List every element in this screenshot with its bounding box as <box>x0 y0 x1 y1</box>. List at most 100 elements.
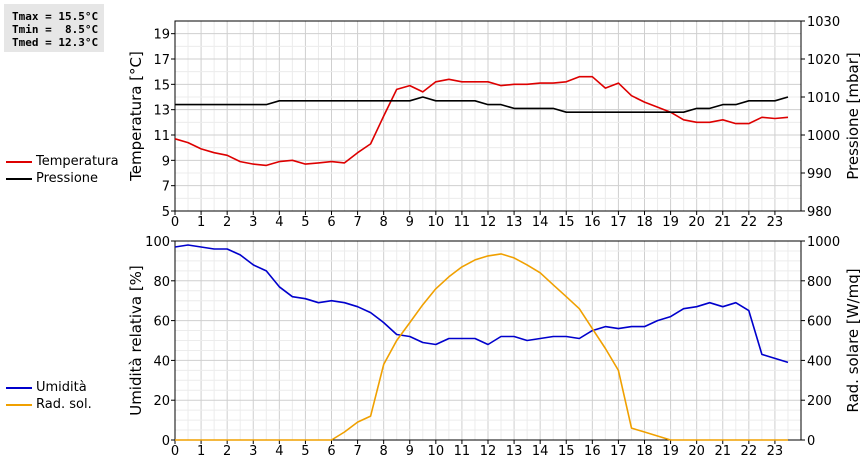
top-x-tick-label: 4 <box>275 215 283 230</box>
bottom-y-tick-label: 80 <box>153 275 170 290</box>
bottom-x-tick-label: 16 <box>584 444 601 459</box>
top-y-tick-label: 19 <box>153 28 170 43</box>
bottom-x-tick-label: 3 <box>249 444 257 459</box>
legend-swatch-radsol <box>6 404 32 406</box>
bottom-y2-tick-label: 600 <box>807 315 832 330</box>
bottom-x-tick-label: 19 <box>662 444 679 459</box>
bottom-y-tick-label: 20 <box>153 394 170 409</box>
top-y-tick-label: 17 <box>153 53 170 68</box>
tmax-label: Tmax = 15.5°C <box>12 10 99 23</box>
bottom-y-tick-label: 0 <box>162 434 170 449</box>
legend-item-temperatura: Temperatura <box>6 153 119 170</box>
bottom-y2-tick-label: 1000 <box>807 235 840 250</box>
bottom-series-umidit <box>174 244 789 364</box>
legend-swatch-pressione <box>6 178 32 180</box>
top-y-tick-label: 13 <box>153 104 170 119</box>
top-x-tick-label: 1 <box>197 215 205 230</box>
bottom-y-tick-label: 60 <box>153 315 170 330</box>
bottom-y2-tick-label: 400 <box>807 354 832 369</box>
top-y-tick-label: 7 <box>162 180 170 195</box>
top-x-tick-label: 22 <box>741 215 758 230</box>
top-x-tick-label: 18 <box>636 215 653 230</box>
bottom-x-tick-label: 7 <box>353 444 361 459</box>
bottom-y-axis-title: Umidità relativa [%] <box>127 265 145 416</box>
top-y-tick-label: 9 <box>162 154 170 169</box>
bottom-x-tick-label: 10 <box>428 444 445 459</box>
tmin-label: Tmin = 8.5°C <box>12 23 99 36</box>
legend-item-umidita: Umidità <box>6 379 92 396</box>
bottom-x-tick-label: 15 <box>558 444 575 459</box>
top-x-tick-label: 17 <box>610 215 627 230</box>
bottom-x-tick-label: 12 <box>480 444 497 459</box>
bottom-x-tick-label: 20 <box>688 444 705 459</box>
top-x-tick-label: 9 <box>406 215 414 230</box>
bottom-x-tick-label: 11 <box>454 444 471 459</box>
bottom-x-tick-label: 9 <box>406 444 414 459</box>
bottom-x-tick-label: 6 <box>327 444 335 459</box>
bottom-x-tick-label: 21 <box>714 444 731 459</box>
bottom-x-tick-label: 5 <box>301 444 309 459</box>
bottom-series-rad-sol <box>175 253 788 441</box>
bottom-x-tick-label: 13 <box>506 444 523 459</box>
top-x-tick-label: 16 <box>584 215 601 230</box>
legend-bottom: Umidità Rad. sol. <box>6 379 92 413</box>
bottom-y-tick-label: 100 <box>145 235 170 250</box>
bottom-x-tick-label: 22 <box>741 444 758 459</box>
top-x-tick-label: 12 <box>480 215 497 230</box>
top-y2-tick-label: 990 <box>807 167 832 182</box>
top-y2-tick-label: 1030 <box>807 15 840 30</box>
top-y-tick-label: 15 <box>153 78 170 93</box>
legend-label-radsol: Rad. sol. <box>36 397 92 412</box>
top-x-tick-label: 21 <box>714 215 731 230</box>
bottom-y2-axis-title: Rad. solare [W/mq] <box>844 268 860 412</box>
top-y2-tick-label: 1000 <box>807 129 840 144</box>
top-y2-axis-title: Pressione [mbar] <box>844 52 860 180</box>
top-x-tick-label: 6 <box>327 215 335 230</box>
stats-box: Tmax = 15.5°C Tmin = 8.5°C Tmed = 12.3°C <box>4 4 104 52</box>
legend-item-pressione: Pressione <box>6 170 119 187</box>
top-x-tick-label: 3 <box>249 215 257 230</box>
legend-swatch-umidita <box>6 387 32 389</box>
top-x-tick-label: 8 <box>380 215 388 230</box>
top-x-tick-label: 10 <box>428 215 445 230</box>
bottom-x-tick-label: 14 <box>532 444 549 459</box>
bottom-x-tick-label: 0 <box>171 444 179 459</box>
bottom-x-tick-label: 18 <box>636 444 653 459</box>
bottom-x-tick-label: 2 <box>223 444 231 459</box>
bottom-y-tick-label: 40 <box>153 354 170 369</box>
top-y2-tick-label: 1020 <box>807 53 840 68</box>
top-series-temperatura <box>174 75 789 167</box>
legend-label-temperatura: Temperatura <box>36 154 119 169</box>
top-x-tick-label: 14 <box>532 215 549 230</box>
legend-swatch-temperatura <box>6 161 32 163</box>
tmed-label: Tmed = 12.3°C <box>12 36 99 49</box>
top-x-tick-label: 19 <box>662 215 679 230</box>
legend-top: Temperatura Pressione <box>6 153 119 187</box>
legend-label-pressione: Pressione <box>36 171 99 186</box>
top-series-pressione <box>175 96 789 113</box>
legend-item-radsol: Rad. sol. <box>6 396 92 413</box>
top-y2-tick-label: 1010 <box>807 91 840 106</box>
top-x-tick-label: 2 <box>223 215 231 230</box>
bottom-x-tick-label: 1 <box>197 444 205 459</box>
bottom-x-tick-label: 17 <box>610 444 627 459</box>
top-x-tick-label: 11 <box>454 215 471 230</box>
legend-label-umidita: Umidità <box>36 380 87 395</box>
top-x-tick-label: 23 <box>767 215 784 230</box>
top-y-axis-title: Temperatura [°C] <box>127 51 145 182</box>
bottom-y2-tick-label: 0 <box>807 434 815 449</box>
bottom-x-tick-label: 8 <box>380 444 388 459</box>
top-x-tick-label: 13 <box>506 215 523 230</box>
bottom-x-tick-label: 23 <box>767 444 784 459</box>
top-x-tick-label: 15 <box>558 215 575 230</box>
top-y2-tick-label: 980 <box>807 205 832 220</box>
bottom-x-tick-label: 4 <box>275 444 283 459</box>
top-x-tick-label: 7 <box>353 215 361 230</box>
bottom-y2-tick-label: 200 <box>807 394 832 409</box>
top-x-tick-label: 5 <box>301 215 309 230</box>
top-x-tick-label: 0 <box>171 215 179 230</box>
top-y-tick-label: 5 <box>162 205 170 220</box>
top-x-tick-label: 20 <box>688 215 705 230</box>
bottom-y2-tick-label: 800 <box>807 275 832 290</box>
